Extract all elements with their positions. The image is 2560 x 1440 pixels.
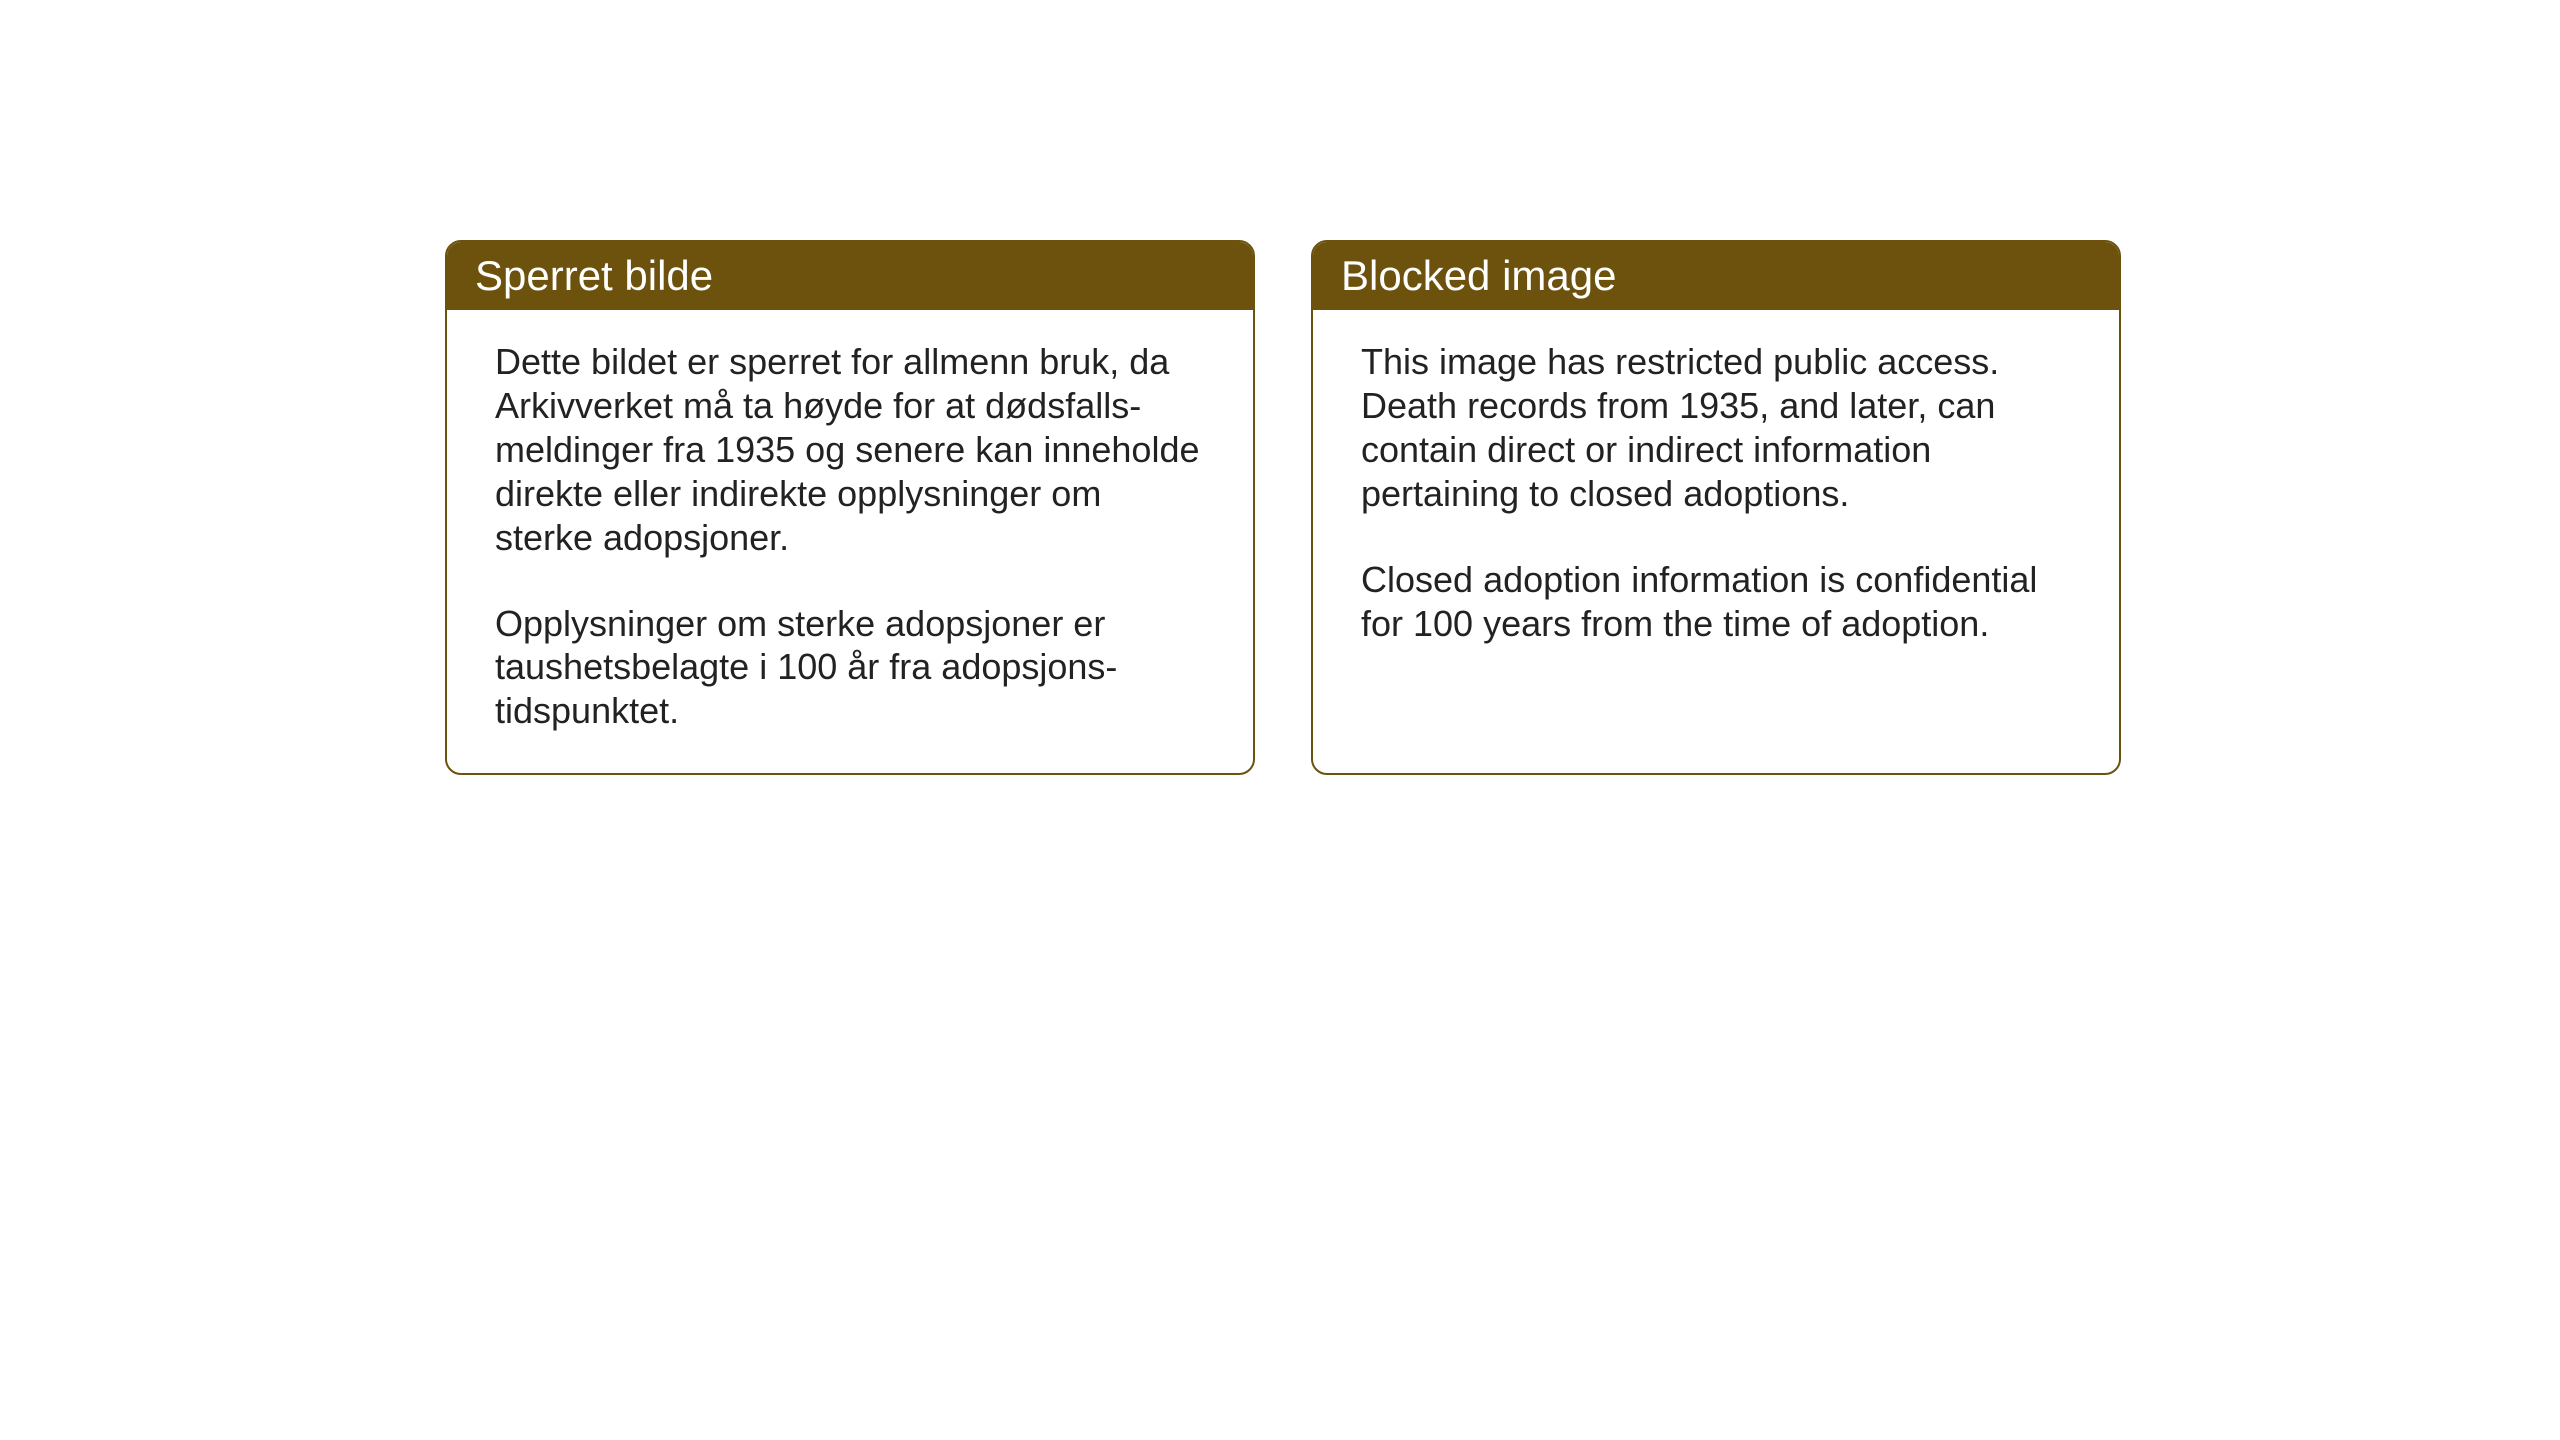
card-body-english: This image has restricted public access.… <box>1313 310 2119 685</box>
blocked-image-card-english: Blocked image This image has restricted … <box>1311 240 2121 775</box>
blocked-image-card-norwegian: Sperret bilde Dette bildet er sperret fo… <box>445 240 1255 775</box>
notice-paragraph-1-norwegian: Dette bildet er sperret for allmenn bruk… <box>495 340 1205 560</box>
notice-cards-container: Sperret bilde Dette bildet er sperret fo… <box>445 240 2121 775</box>
notice-paragraph-1-english: This image has restricted public access.… <box>1361 340 2071 516</box>
card-header-norwegian: Sperret bilde <box>447 242 1253 310</box>
notice-paragraph-2-english: Closed adoption information is confident… <box>1361 558 2071 646</box>
notice-paragraph-2-norwegian: Opplysninger om sterke adopsjoner er tau… <box>495 602 1205 734</box>
card-header-english: Blocked image <box>1313 242 2119 310</box>
card-body-norwegian: Dette bildet er sperret for allmenn bruk… <box>447 310 1253 773</box>
